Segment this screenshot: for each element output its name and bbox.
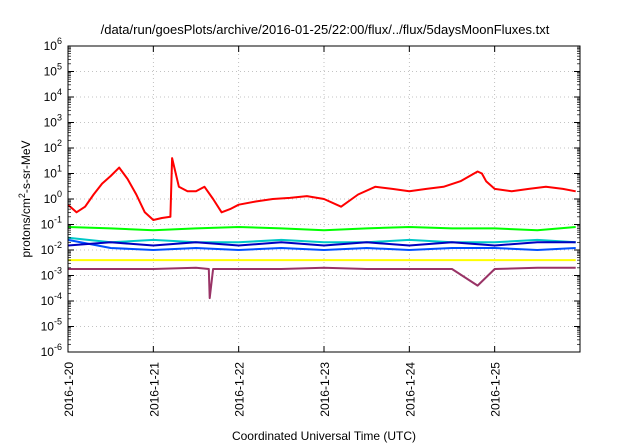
y-tick-label: 105 xyxy=(44,62,62,79)
chart-title: /data/run/goesPlots/archive/2016-01-25/2… xyxy=(101,22,550,37)
x-tick-label: 2016-1-22 xyxy=(233,362,247,417)
x-tick-label: 2016-1-25 xyxy=(489,362,503,417)
y-tick-label: 10-4 xyxy=(41,291,62,308)
y-tick-base: 10 xyxy=(41,269,55,283)
y-axis: 10-610-510-410-310-210-11001011021031041… xyxy=(41,36,580,359)
series-line xyxy=(67,241,576,247)
y-tick-exp: 5 xyxy=(57,62,62,72)
series-group xyxy=(67,157,576,300)
y-tick-base: 10 xyxy=(44,65,58,79)
y-tick-exp: 4 xyxy=(57,87,62,97)
y-tick-label: 10-5 xyxy=(41,317,62,334)
y-tick-exp: 0 xyxy=(57,189,62,199)
y-tick-label: 100 xyxy=(44,189,62,206)
y-tick-exp: -4 xyxy=(54,291,62,301)
x-axis-label: Coordinated Universal Time (UTC) xyxy=(232,429,416,443)
y-tick-exp: -2 xyxy=(54,240,62,250)
y-tick-label: 10-3 xyxy=(41,266,62,283)
x-tick-label: 2016-1-21 xyxy=(147,362,161,417)
y-tick-base: 10 xyxy=(41,345,55,359)
y-tick-label: 103 xyxy=(44,113,62,130)
y-tick-base: 10 xyxy=(41,218,55,232)
y-tick-label: 10-1 xyxy=(41,215,62,232)
y-tick-label: 10-2 xyxy=(41,240,62,257)
y-tick-label: 102 xyxy=(44,138,62,155)
y-tick-base: 10 xyxy=(44,39,58,53)
series-line xyxy=(67,238,576,251)
x-tick-label: 2016-1-23 xyxy=(318,362,332,417)
y-tick-base: 10 xyxy=(44,116,58,130)
series-line xyxy=(67,236,576,244)
y-tick-base: 10 xyxy=(44,167,58,181)
y-tick-label: 101 xyxy=(44,164,62,181)
y-tick-base: 10 xyxy=(44,141,58,155)
y-tick-exp: -5 xyxy=(54,317,62,327)
y-axis-label-main: protons/cm xyxy=(19,198,33,257)
y-tick-exp: -1 xyxy=(54,215,62,225)
series-line xyxy=(67,157,576,221)
y-tick-label: 10-6 xyxy=(41,342,62,359)
y-tick-base: 10 xyxy=(41,294,55,308)
y-tick-label: 104 xyxy=(44,87,62,104)
y-tick-base: 10 xyxy=(44,90,58,104)
y-tick-base: 10 xyxy=(41,243,55,257)
y-tick-base: 10 xyxy=(41,320,55,334)
x-tick-label: 2016-1-20 xyxy=(62,362,76,417)
y-tick-exp: -6 xyxy=(54,342,62,352)
series-line xyxy=(67,226,576,232)
y-tick-label: 106 xyxy=(44,36,62,53)
x-tick-label: 2016-1-24 xyxy=(403,362,417,417)
x-axis: 2016-1-20 2016-1-21 2016-1-22 2016-1-23 2016… xyxy=(62,46,503,417)
y-tick-exp: 1 xyxy=(57,164,62,174)
y-tick-exp: -3 xyxy=(54,266,62,276)
y-tick-exp: 6 xyxy=(57,36,62,46)
y-axis-label-rest: -s-sr-MeV xyxy=(19,140,33,193)
y-axis-label: protons/cm2-s-sr-MeV xyxy=(17,140,33,257)
y-axis-label-sup: 2 xyxy=(17,193,27,198)
series-line xyxy=(68,266,576,300)
y-tick-exp: 3 xyxy=(57,113,62,123)
y-tick-exp: 2 xyxy=(57,138,62,148)
y-tick-base: 10 xyxy=(44,192,58,206)
